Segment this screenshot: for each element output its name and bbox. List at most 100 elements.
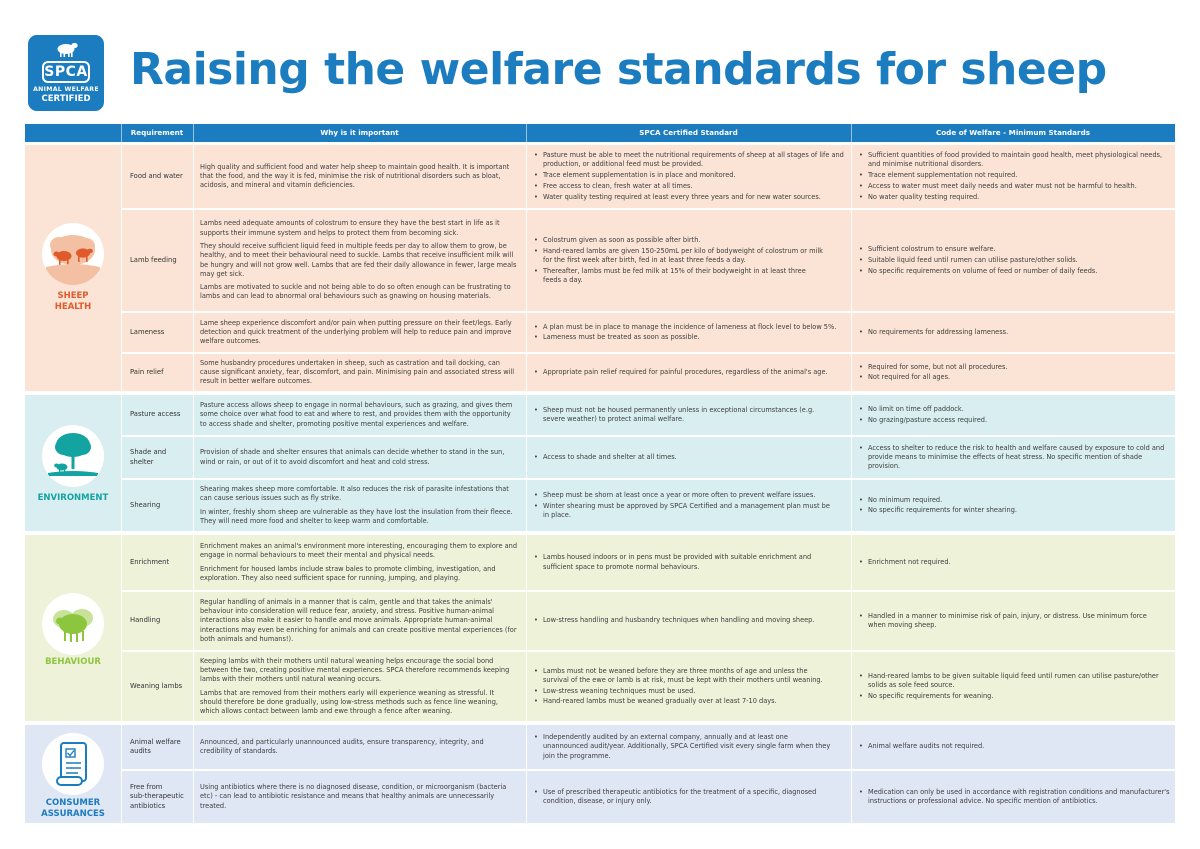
requirement-cell: Shade and shelter	[130, 448, 167, 466]
logo-line-2: CERTIFIED	[41, 94, 91, 104]
spca-cell: Independently audited by an external com…	[533, 725, 833, 769]
why-cell: Pasture access allows sheep to engage in…	[200, 401, 513, 428]
requirement-cell: Free from sub-therapeutic antibiotics	[130, 783, 184, 810]
requirement-cell: Weaning lambs	[130, 681, 183, 690]
spca-badge: SPCA	[42, 61, 90, 83]
spca-cell: Access to shade and shelter at all times…	[533, 437, 845, 478]
list-item: Lambs housed indoors or in pens must be …	[533, 553, 823, 572]
section-label: CONSUMER ASSURANCES	[41, 798, 105, 819]
requirement-cell: Handling	[130, 616, 161, 625]
list-item: No specific requirements for winter shea…	[858, 506, 1170, 516]
requirement-cell: Pasture access	[130, 410, 181, 419]
code-cell: Sufficient colostrum to ensure welfare. …	[858, 210, 1170, 311]
code-cell: No requirements for addressing lameness.	[858, 313, 1170, 352]
section-sheep-health: SHEEP HEALTH Food and water High quality…	[25, 145, 1175, 391]
spca-cell: Sheep must not be housed permanently unl…	[533, 395, 833, 435]
why-cell: Announced, and particularly unannounced …	[200, 737, 484, 755]
list-item: Handled in a manner to minimise risk of …	[858, 612, 1158, 631]
list-item: Appropriate pain relief required for pai…	[533, 368, 845, 378]
sheep-in-field-icon	[42, 223, 104, 285]
list-item: Water quality testing required at least …	[533, 193, 845, 203]
list-item: A plan must be in place to manage the in…	[533, 323, 845, 333]
tree-with-sheep-icon	[42, 425, 104, 487]
list-item: Use of prescribed therapeutic antibiotic…	[533, 788, 845, 807]
list-item: Enrichment not required.	[858, 558, 1170, 568]
list-item: Access to shade and shelter at all times…	[533, 453, 845, 463]
list-item: Not required for all ages.	[858, 373, 1170, 383]
list-item: Free access to clean, fresh water at all…	[533, 182, 845, 192]
list-item: Suitable liquid feed until rumen can uti…	[858, 256, 1170, 266]
list-item: Thereafter, lambs must be fed milk at 15…	[533, 267, 823, 286]
logo-line-1: ANIMAL WELFARE	[33, 86, 99, 93]
list-item: Trace element supplementation not requir…	[858, 171, 1170, 181]
list-item: Sufficient quantities of food provided t…	[858, 151, 1170, 170]
sheep-flock-icon	[42, 593, 104, 655]
why-cell: Using antibiotics where there is no diag…	[200, 783, 507, 810]
list-item: No water quality testing required.	[858, 193, 1170, 203]
spca-cell: Lambs must not be weaned before they are…	[533, 652, 833, 721]
code-cell: Hand-reared lambs to be given suitable l…	[858, 652, 1170, 721]
why-cell: Enrichment makes an animal's environment…	[200, 541, 518, 582]
requirement-cell: Animal welfare audits	[130, 737, 181, 755]
requirement-cell: Enrichment	[130, 557, 170, 566]
spca-cell: Low-stress handling and husbandry techni…	[533, 592, 845, 650]
why-cell: High quality and sufficient food and wat…	[200, 162, 510, 190]
spca-cell: Lambs housed indoors or in pens must be …	[533, 535, 823, 590]
requirement-cell: Pain relief	[130, 367, 164, 376]
code-cell: Animal welfare audits not required.	[858, 725, 1170, 769]
spca-cell: Sheep must be shorn at least once a year…	[533, 480, 833, 531]
why-cell: Regular handling of animals in a manner …	[200, 597, 517, 643]
list-item: Pasture must be able to meet the nutriti…	[533, 151, 845, 170]
list-item: Low-stress weaning techniques must be us…	[533, 687, 833, 697]
list-item: Access to shelter to reduce the risk to …	[858, 444, 1170, 472]
requirement-cell: Lameness	[130, 327, 165, 336]
why-cell: Provision of shade and shelter ensures t…	[200, 448, 505, 466]
list-item: Sheep must not be housed permanently unl…	[533, 406, 833, 425]
code-cell: No minimum required. No specific require…	[858, 480, 1170, 531]
why-cell: Keeping lambs with their mothers until n…	[200, 656, 510, 716]
section-environment: ENVIRONMENT Pasture access Pasture acces…	[25, 395, 1175, 531]
code-cell: Sufficient quantities of food provided t…	[858, 145, 1170, 208]
code-cell: Handled in a manner to minimise risk of …	[858, 592, 1158, 650]
header-code: Code of Welfare - Minimum Standards	[935, 128, 1091, 137]
list-item: Access to water must meet daily needs an…	[858, 182, 1170, 192]
why-cell: Lambs need adequate amounts of colostrum…	[200, 219, 517, 301]
sheep-logo-icon	[57, 42, 78, 57]
list-item: Sufficient colostrum to ensure welfare.	[858, 245, 1170, 255]
list-item: Colostrum given as soon as possible afte…	[533, 236, 823, 246]
section-label: ENVIRONMENT	[37, 493, 109, 503]
code-cell: Enrichment not required.	[858, 535, 1170, 590]
list-item: No minimum required.	[858, 496, 1170, 506]
header-why: Why is it important	[320, 128, 399, 137]
list-item: No grazing/pasture access required.	[858, 416, 1170, 426]
certificate-scroll-icon	[42, 733, 104, 795]
list-item: Lambs must not be weaned before they are…	[533, 667, 833, 686]
spca-cell: Pasture must be able to meet the nutriti…	[533, 145, 845, 208]
list-item: Low-stress handling and husbandry techni…	[533, 616, 845, 626]
why-cell: Lame sheep experience discomfort and/or …	[200, 318, 512, 346]
spca-cell: Colostrum given as soon as possible afte…	[533, 210, 823, 311]
section-label: SHEEP HEALTH	[54, 291, 92, 312]
list-item: Medication can only be used in accordanc…	[858, 788, 1170, 807]
requirement-cell: Food and water	[130, 171, 183, 180]
section-label: BEHAVIOUR	[45, 657, 101, 667]
section-behaviour: BEHAVIOUR Enrichment Enrichment makes an…	[25, 535, 1175, 721]
header-requirement: Requirement	[130, 128, 184, 137]
code-cell: No limit on time off paddock. No grazing…	[858, 395, 1170, 435]
requirement-cell: Shearing	[130, 500, 161, 509]
list-item: Hand-reared lambs to be given suitable l…	[858, 672, 1170, 691]
why-cell: Some husbandry procedures undertaken in …	[200, 358, 515, 386]
list-item: Hand-reared lambs must be weaned gradual…	[533, 697, 833, 707]
code-cell: Required for some, but not all procedure…	[858, 354, 1170, 391]
list-item: Trace element supplementation is in plac…	[533, 171, 845, 181]
page-title: Raising the welfare standards for sheep	[130, 44, 1107, 95]
list-item: Required for some, but not all procedure…	[858, 363, 1170, 373]
why-cell: Shearing makes sheep more comfortable. I…	[200, 484, 513, 525]
spca-cell: A plan must be in place to manage the in…	[533, 313, 845, 352]
spca-cell: Use of prescribed therapeutic antibiotic…	[533, 771, 845, 823]
list-item: Independently audited by an external com…	[533, 733, 833, 761]
list-item: No limit on time off paddock.	[858, 405, 1170, 415]
requirement-cell: Lamb feeding	[130, 255, 177, 264]
table-header: Requirement Why is it important SPCA Cer…	[25, 124, 1175, 142]
section-consumer-assurances: CONSUMER ASSURANCES Animal welfare audit…	[25, 725, 1175, 823]
